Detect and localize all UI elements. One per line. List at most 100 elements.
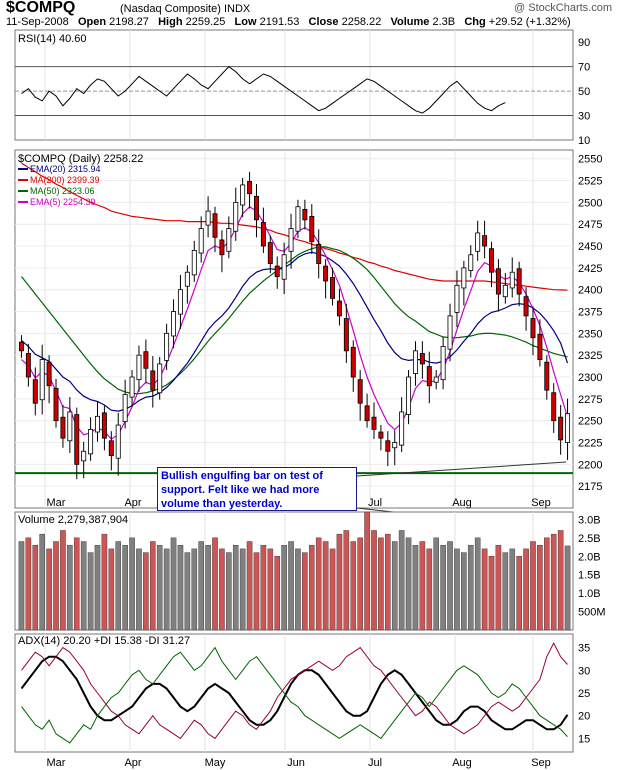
rsi-line: [21, 66, 506, 114]
volume-bar: [129, 537, 135, 631]
volume-bar: [564, 545, 571, 631]
candle-body: [544, 361, 550, 391]
ema5-line: [21, 206, 569, 440]
volume-bar: [516, 556, 522, 631]
volume-bar: [108, 548, 115, 631]
price-tick-label-2400: 2400: [578, 285, 602, 297]
candle-body: [336, 300, 342, 317]
candle-body: [184, 271, 190, 287]
price-tick-label-2525: 2525: [578, 176, 602, 188]
volume-bar: [488, 556, 495, 631]
volume-bar: [101, 533, 108, 631]
volume-bar: [198, 541, 204, 631]
chg-value: +29.52 (+1.32%): [488, 16, 571, 28]
adx-month-label-May: May: [205, 757, 226, 769]
volume-bar: [260, 544, 267, 631]
volume-bar: [136, 548, 142, 631]
exchange-label: INDX: [223, 3, 251, 15]
adx-month-label-Aug: Aug: [452, 757, 472, 769]
volume-bar: [343, 530, 350, 631]
volume-bar: [454, 548, 460, 631]
ema20-line: [21, 251, 569, 412]
candle-body: [150, 370, 156, 391]
volume-bar: [509, 548, 516, 631]
volume-bar: [371, 530, 377, 631]
price-tick-label-2450: 2450: [578, 241, 602, 253]
volume-bar: [315, 537, 322, 631]
volume-bar: [440, 544, 446, 631]
adx-panel: [14, 633, 574, 753]
candle-body: [81, 450, 87, 462]
volume-bar: [295, 548, 301, 631]
volume-bar: [474, 537, 481, 631]
volume-tick-label-3: 2.0B: [578, 551, 601, 563]
adx-month-label-Jun: Jun: [287, 757, 305, 769]
candle-body: [378, 431, 384, 439]
low-value: 2191.53: [259, 16, 300, 28]
volume-bar: [322, 541, 329, 631]
candle-body: [191, 250, 197, 276]
candle-body: [482, 235, 488, 247]
legend-entry-3: EMA(5) 2254.39: [30, 197, 96, 207]
adx-month-label-Jul: Jul: [368, 757, 382, 769]
adx-legend: ADX(14) 20.20 +DI 15.38 -DI 31.27: [18, 635, 190, 647]
volume-bar: [212, 537, 218, 631]
volume-bar: [67, 544, 73, 631]
candle-body: [330, 277, 335, 299]
volume-bar: [557, 530, 564, 631]
adx-tick-label-35: 35: [578, 643, 590, 655]
volume-bar: [461, 552, 467, 631]
candle-body: [129, 376, 135, 398]
rsi-tick-label-30: 30: [578, 111, 590, 123]
volume-bar: [288, 541, 294, 631]
rsi-tick-label-50: 50: [578, 86, 590, 98]
candle-body: [46, 361, 52, 387]
volume-bar: [550, 533, 557, 631]
candle-body: [350, 346, 356, 378]
volume-tick-label-0: 500M: [578, 607, 606, 619]
volume-bar: [447, 541, 453, 631]
candle-body: [447, 315, 453, 350]
candle-body: [551, 392, 557, 422]
volume-bar: [246, 541, 253, 631]
volume-bar: [544, 537, 550, 631]
candle-body: [274, 265, 280, 278]
price-legend: $COMPQ (Daily) 2258.22: [18, 153, 143, 165]
volume-bar: [364, 511, 370, 631]
volume-bar: [18, 541, 25, 631]
high-value: 2259.25: [185, 16, 226, 28]
volume-bar: [412, 544, 419, 631]
candle-body: [495, 268, 501, 295]
candle-body: [406, 376, 412, 415]
candle-body: [95, 415, 100, 433]
volume-label: Volume: [390, 16, 430, 28]
volume-bar: [281, 544, 287, 631]
candle-body: [53, 387, 59, 422]
close-value: 2258.22: [341, 16, 382, 28]
price-tick-label-2350: 2350: [578, 328, 602, 340]
volume-bar: [219, 548, 225, 631]
minus-di-line: [21, 641, 568, 740]
adx-month-label-Sep: Sep: [531, 757, 551, 769]
volume-bar: [391, 541, 398, 631]
price-tick-label-2375: 2375: [578, 307, 602, 319]
high-label: High: [158, 16, 183, 28]
volume-bar: [357, 537, 363, 631]
candle-body: [233, 201, 239, 232]
rsi-legend: RSI(14) 40.60: [18, 33, 86, 45]
candle-body: [74, 414, 80, 465]
annotation-pointer-top: [356, 461, 567, 477]
candle-body: [254, 195, 259, 221]
chart-symbol: $COMPQ: [6, 0, 76, 16]
volume-bar: [143, 552, 149, 631]
volume-tick-label-4: 2.5B: [578, 533, 601, 545]
candle-body: [537, 333, 543, 360]
volume-bar: [467, 544, 474, 631]
volume-bar: [419, 541, 426, 631]
candle-body: [309, 215, 315, 243]
volume-bar: [537, 544, 543, 631]
candle-body: [523, 296, 529, 317]
candle-body: [316, 243, 322, 264]
volume-bar: [46, 548, 52, 631]
volume-bar: [170, 537, 177, 631]
